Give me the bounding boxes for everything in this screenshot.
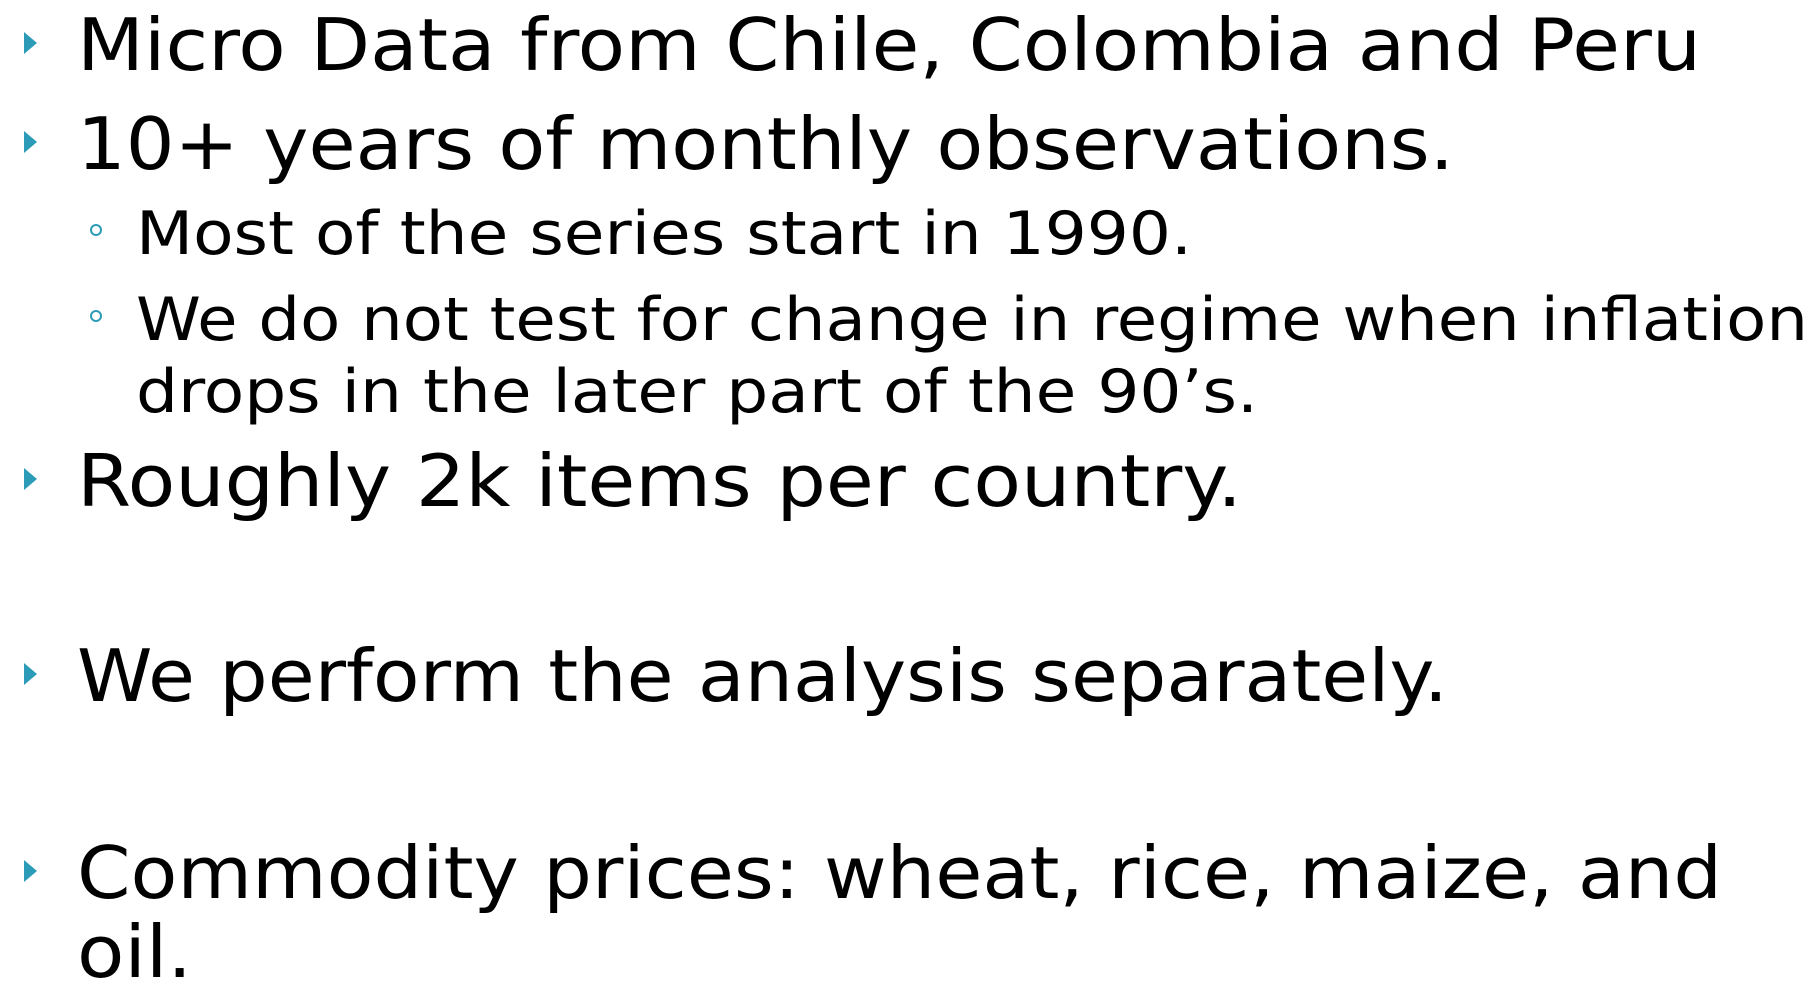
bullet-text: Micro Data from Chile, Colombia and Peru xyxy=(77,3,1701,87)
bullet-text: Commodity prices: wheat, rice, maize, an… xyxy=(77,831,1722,915)
bullet-marker xyxy=(24,131,37,153)
sub-bullet-text: Most of the series start in 1990. xyxy=(136,199,1192,269)
sub-bullet-text: drops in the later part of the 90’s. xyxy=(136,357,1258,427)
bullet-text: oil. xyxy=(77,910,192,981)
sub-bullet-marker xyxy=(90,224,102,236)
bullet-marker xyxy=(24,663,37,685)
bullet-text: 10+ years of monthly observations. xyxy=(77,102,1454,186)
sub-bullet-marker xyxy=(90,310,102,322)
bullet-marker xyxy=(24,860,37,882)
bullet-text: Roughly 2k items per country. xyxy=(77,439,1242,523)
bullet-marker xyxy=(24,468,37,490)
bullet-marker xyxy=(24,32,37,54)
sub-bullet-text: We do not test for change in regime when… xyxy=(136,285,1808,355)
bullet-text: We perform the analysis separately. xyxy=(77,634,1448,718)
